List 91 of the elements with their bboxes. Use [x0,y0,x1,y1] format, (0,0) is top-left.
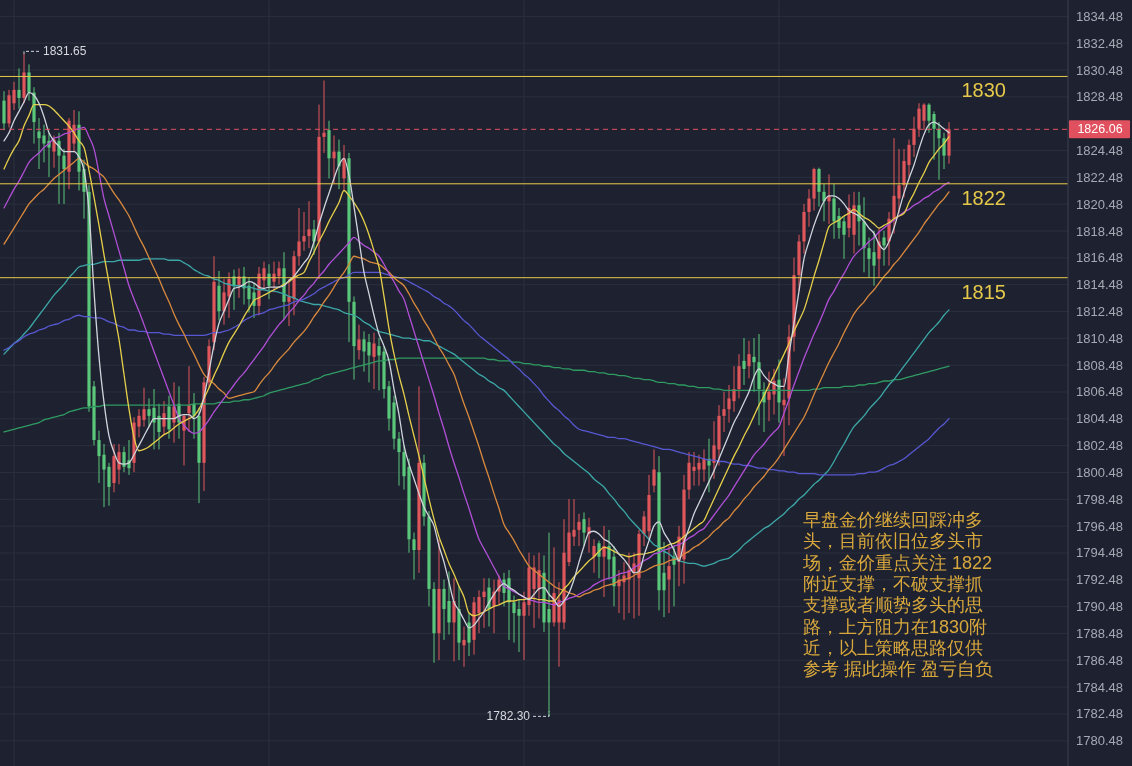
candlestick [167,395,171,440]
y-tick-label: 1784.48 [1076,679,1123,695]
ref-line-label: 1822 [961,186,1006,209]
ref-line-label: 1830 [961,79,1006,102]
y-tick-label: 1802.48 [1076,438,1123,454]
y-tick-label: 1824.48 [1076,143,1123,159]
candlestick [807,188,811,228]
y-tick-label: 1788.48 [1076,625,1123,641]
candlestick [942,132,946,170]
annotation: 1831.65 [43,44,87,59]
candlestick [332,134,336,185]
y-tick-label: 1812.48 [1076,304,1123,319]
candlestick [777,359,781,424]
line-series [3,357,950,433]
candlestick [597,540,601,579]
candlestick [582,511,586,547]
y-tick-label: 1782.48 [1076,706,1123,722]
y-tick-label: 1816.48 [1076,250,1123,266]
candlestick [187,365,191,433]
y-tick-label: 1822.48 [1076,169,1123,185]
y-tick-label: 1790.48 [1076,599,1123,615]
y-tick-label: 1828.48 [1076,89,1123,105]
candlestick [937,121,941,181]
y-tick-label: 1814.48 [1076,277,1123,293]
candlestick [357,324,361,361]
y-tick-label: 1798.48 [1076,491,1123,507]
candlestick [737,353,741,399]
candlestick [412,532,416,581]
ref-line-label: 1826.06 [1077,122,1123,137]
candlestick [857,191,861,246]
candlestick [877,227,881,279]
candlestick [267,263,271,300]
candlestick [817,167,821,208]
candlestick [62,148,66,205]
candlestick [722,391,726,433]
candlestick [592,538,596,574]
y-tick-label: 1792.48 [1076,572,1123,588]
candlestick [17,67,21,110]
y-tick-label: 1796.48 [1076,518,1123,534]
y-tick-label: 1820.48 [1076,196,1123,212]
candlestick [782,377,786,457]
candlestick [747,340,751,379]
candlestick [297,207,301,267]
y-tick-label: 1810.48 [1076,330,1123,346]
candlestick [672,545,676,607]
candlestick [302,211,306,252]
annotation: 早盘金价继续回踩冲多头，目前依旧位多头市场，金价重点关注 1822附近支撑，不破支撑抓支撑或者顺势多头的思路，上方阻力在1830附近，以上策略思路仅供参考 据此操作 盈亏自负 [802,510,994,680]
candlestick [822,183,826,222]
candlestick [587,517,591,554]
line-series [3,271,950,476]
y-tick-label: 1830.48 [1076,62,1123,78]
y-tick-label: 1808.48 [1076,357,1123,373]
candlestick [452,577,456,662]
candlestick [172,381,176,444]
candlestick [2,90,6,131]
y-tick-label: 1832.48 [1076,35,1123,51]
candlestick [752,337,756,393]
y-tick-label: 1794.48 [1076,545,1123,561]
candlestick [232,269,236,311]
y-tick-label: 1800.48 [1076,464,1123,480]
candlestick [492,579,496,634]
candlestick [337,139,341,190]
candlestick [882,230,886,267]
y-tick-label: 1786.48 [1076,652,1123,668]
candlestick [487,577,491,627]
candlestick [482,577,486,629]
candlestick [52,134,56,169]
candlestick [372,332,376,390]
candlestick [27,63,31,102]
candlestick [57,132,61,205]
candlestick [192,392,196,440]
candlestick [162,400,166,436]
y-tick-label: 1818.48 [1076,223,1123,239]
candlestick [397,431,401,487]
y-tick-label: 1804.48 [1076,411,1123,427]
candlestick [652,448,656,493]
candlestick [602,525,606,598]
annotation: 1782.30 [486,709,531,724]
candlestick [307,200,311,249]
candlestick [667,545,671,614]
candlestick [742,337,746,386]
candlestick [577,513,581,547]
candlestick [707,438,711,493]
ref-line-label: 1815 [961,280,1006,303]
y-tick-label: 1780.48 [1076,733,1123,749]
y-tick-label: 1806.48 [1076,384,1123,400]
candlestick [827,173,831,225]
candlestick [342,144,346,191]
candlestick [467,612,471,657]
y-tick-label: 1834.48 [1076,8,1123,24]
candlestick [462,625,466,668]
